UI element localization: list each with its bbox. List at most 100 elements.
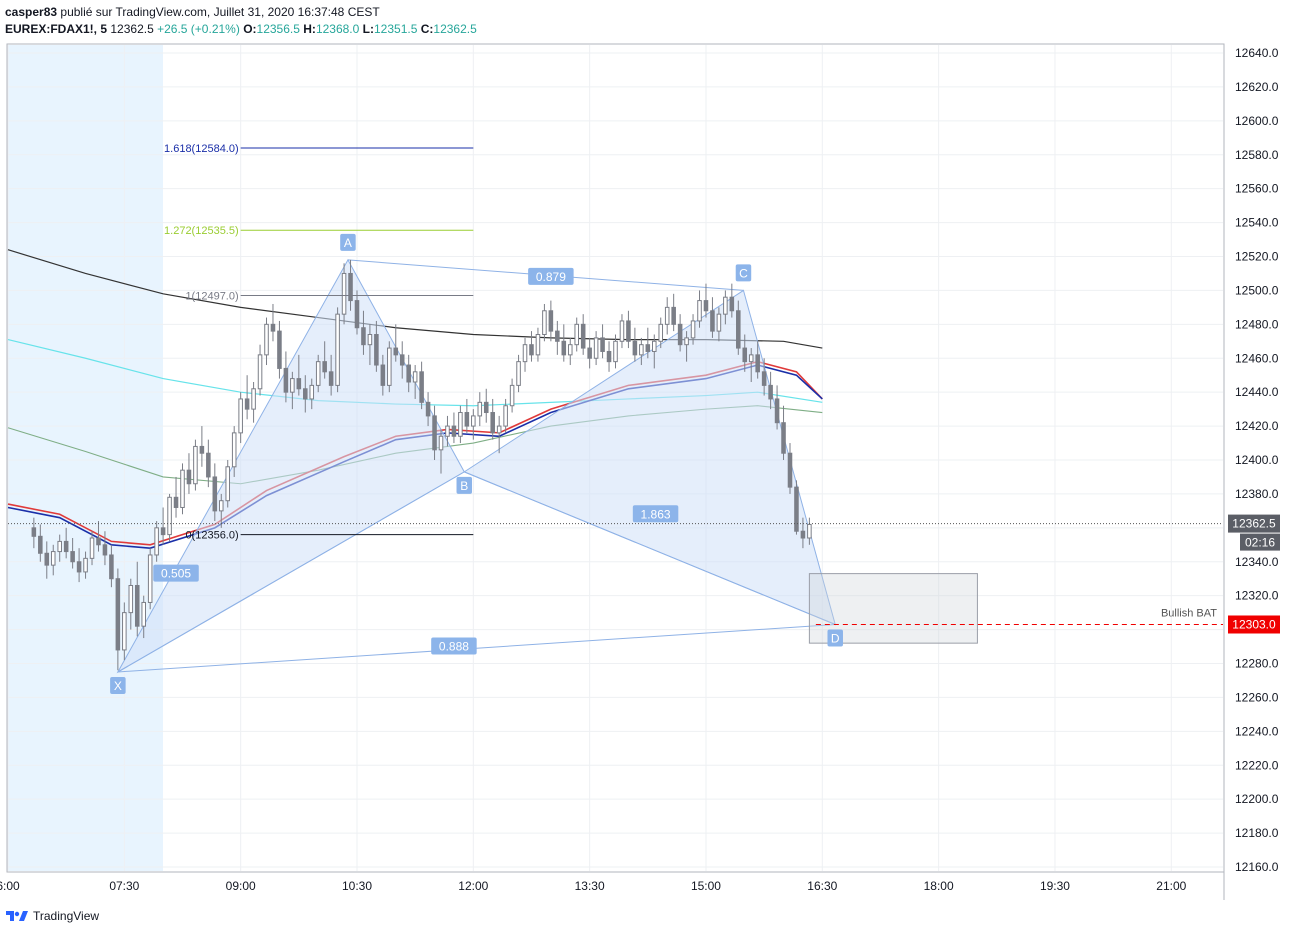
candle-up[interactable] <box>535 334 541 356</box>
pattern-labels[interactable]: X A B C D 0.505 0.879 1.863 0.888 <box>110 233 843 694</box>
candle-down[interactable] <box>70 551 75 563</box>
candle-up[interactable] <box>89 537 95 559</box>
candle-up[interactable] <box>154 527 159 556</box>
candle-down[interactable] <box>451 425 457 437</box>
candle-up[interactable] <box>807 523 812 539</box>
fib-extension[interactable]: 1.618(12584.0) 1.272(12535.5) 1(12497.0) 0(… <box>164 143 474 542</box>
candle-down[interactable] <box>548 310 554 332</box>
candle-up[interactable] <box>471 415 476 427</box>
ratio-label-bg[interactable] <box>632 505 679 523</box>
candle-down[interactable] <box>419 371 424 403</box>
price-axis[interactable]: 12640.0 12620.0 12600.0 12580.0 12560.0 12540… <box>1235 46 1279 874</box>
candle-down[interactable] <box>755 354 760 373</box>
candle-down[interactable] <box>787 452 793 488</box>
candle-up[interactable] <box>193 445 198 485</box>
candle-down[interactable] <box>348 272 353 302</box>
candle-down[interactable] <box>406 364 411 383</box>
candle-down[interactable] <box>677 323 683 346</box>
candle-down[interactable] <box>490 412 495 434</box>
candle-down[interactable] <box>600 337 605 352</box>
candle-up[interactable] <box>748 354 754 363</box>
candle-down[interactable] <box>703 300 709 312</box>
candle-up[interactable] <box>225 466 231 502</box>
candle-up[interactable] <box>315 361 321 386</box>
candle-up[interactable] <box>218 500 224 512</box>
candle-up[interactable] <box>335 313 340 386</box>
pattern-leg-bd[interactable] <box>464 471 836 625</box>
candle-up[interactable] <box>387 347 392 386</box>
candle-up[interactable] <box>684 337 689 346</box>
candle-up[interactable] <box>664 306 670 325</box>
candle-down[interactable] <box>626 320 631 342</box>
candle-down[interactable] <box>102 544 108 556</box>
candle-up[interactable] <box>651 340 657 352</box>
tradingview-logo-icon[interactable] <box>6 909 28 923</box>
candle-down[interactable] <box>781 422 786 454</box>
candle-up[interactable] <box>522 344 528 363</box>
candle-down[interactable] <box>199 445 205 454</box>
publisher-name[interactable]: casper83 <box>5 5 58 19</box>
candle-down[interactable] <box>134 584 140 627</box>
candle-down[interactable] <box>303 388 308 400</box>
candle-down[interactable] <box>794 486 799 532</box>
candle-down[interactable] <box>322 361 327 373</box>
candle-down[interactable] <box>277 330 282 369</box>
pattern-point-b-bg[interactable] <box>456 476 473 494</box>
candle-up[interactable] <box>147 554 153 603</box>
candle-up[interactable] <box>458 412 463 437</box>
candle-up[interactable] <box>567 344 573 356</box>
candle-down[interactable] <box>768 384 773 400</box>
candle-down[interactable] <box>31 527 37 537</box>
candle-down[interactable] <box>38 535 43 554</box>
candle-down[interactable] <box>44 552 50 566</box>
candle-down[interactable] <box>361 327 366 346</box>
candle-up[interactable] <box>723 296 728 315</box>
candle-down[interactable] <box>671 306 676 325</box>
candle-up[interactable] <box>141 601 146 627</box>
candle-down[interactable] <box>425 401 431 417</box>
candle-down[interactable] <box>296 378 302 390</box>
candle-down[interactable] <box>173 496 179 508</box>
candle-down[interactable] <box>270 323 276 332</box>
candle-down[interactable] <box>729 296 735 312</box>
candle-up[interactable] <box>697 300 702 322</box>
candle-up[interactable] <box>509 384 515 407</box>
pattern-point-d-bg[interactable] <box>827 629 843 647</box>
pattern-leg-xb[interactable] <box>117 471 465 673</box>
candle-up[interactable] <box>290 378 295 393</box>
candle-down[interactable] <box>761 371 767 386</box>
time-axis[interactable]: 6:00 07:30 09:00 10:30 12:00 13:30 15:00 16:30 1… <box>0 879 1187 893</box>
candle-down[interactable] <box>580 323 586 349</box>
candle-down[interactable] <box>483 401 489 414</box>
candle-down[interactable] <box>774 398 780 424</box>
candle-up[interactable] <box>574 323 580 346</box>
candle-down[interactable] <box>160 527 166 536</box>
candle-down[interactable] <box>529 344 534 356</box>
candle-up[interactable] <box>690 320 696 339</box>
candle-down[interactable] <box>186 469 192 485</box>
candle-up[interactable] <box>264 323 269 356</box>
candle-down[interactable] <box>206 452 211 478</box>
candle-up[interactable] <box>658 323 664 342</box>
candle-down[interactable] <box>76 561 82 573</box>
candle-down[interactable] <box>96 537 101 546</box>
candle-down[interactable] <box>742 347 748 363</box>
candle-down[interactable] <box>63 540 69 553</box>
candle-down[interactable] <box>109 554 114 580</box>
candle-up[interactable] <box>238 398 243 434</box>
candle-up[interactable] <box>128 584 134 614</box>
candle-down[interactable] <box>374 334 379 366</box>
candle-down[interactable] <box>115 578 121 651</box>
candle-down[interactable] <box>645 344 651 352</box>
candle-down[interactable] <box>244 398 250 410</box>
candle-down[interactable] <box>587 347 592 359</box>
candle-up[interactable] <box>639 344 644 356</box>
candle-up[interactable] <box>503 405 508 427</box>
candle-down[interactable] <box>710 310 715 332</box>
candle-down[interactable] <box>800 530 806 539</box>
candle-up[interactable] <box>613 340 618 363</box>
candle-up[interactable] <box>309 384 315 400</box>
candle-up[interactable] <box>167 496 172 536</box>
candle-up[interactable] <box>412 371 418 383</box>
